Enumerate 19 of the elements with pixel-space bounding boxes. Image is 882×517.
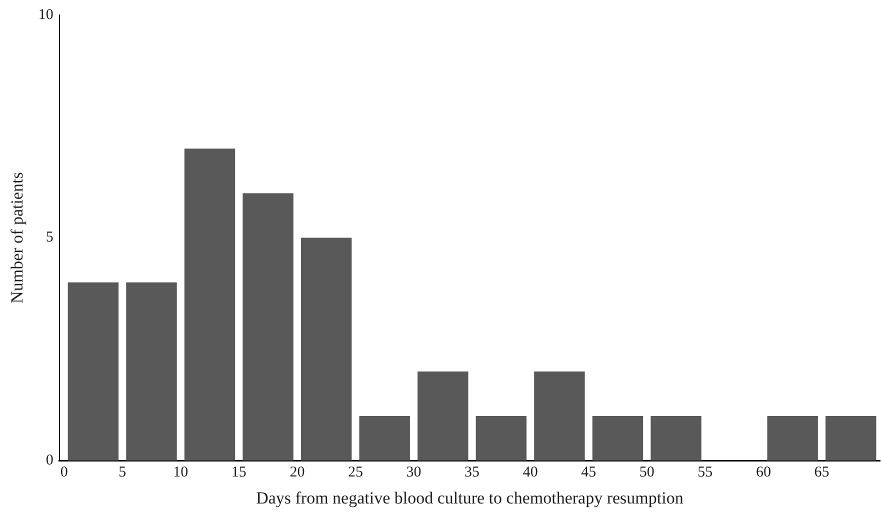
x-tick-label: 25 [348,464,363,481]
y-tick-label: 10 [38,6,54,23]
x-tick-label: 15 [231,464,246,481]
y-tick-label: 5 [46,230,54,246]
x-tick-label: 55 [698,464,713,481]
x-tick-label: 20 [290,464,305,481]
x-tick-label: 5 [118,464,126,481]
x-tick-label: 35 [464,464,480,481]
x-tick-label: 50 [639,464,654,481]
y-tick-label: 0 [46,452,54,469]
x-axis-title: Days from negative blood culture to chemotherapy resumption [256,488,684,508]
x-tick-label: 10 [173,464,188,481]
x-tick-label: 0 [60,464,68,481]
x-tick-label: 65 [814,464,830,481]
y-axis-title: Number of patients [8,172,27,304]
x-tick-label: 60 [756,464,771,481]
x-tick-label: 30 [406,464,422,481]
x-tick-label: 45 [581,464,596,481]
x-tick-label: 40 [522,464,538,481]
